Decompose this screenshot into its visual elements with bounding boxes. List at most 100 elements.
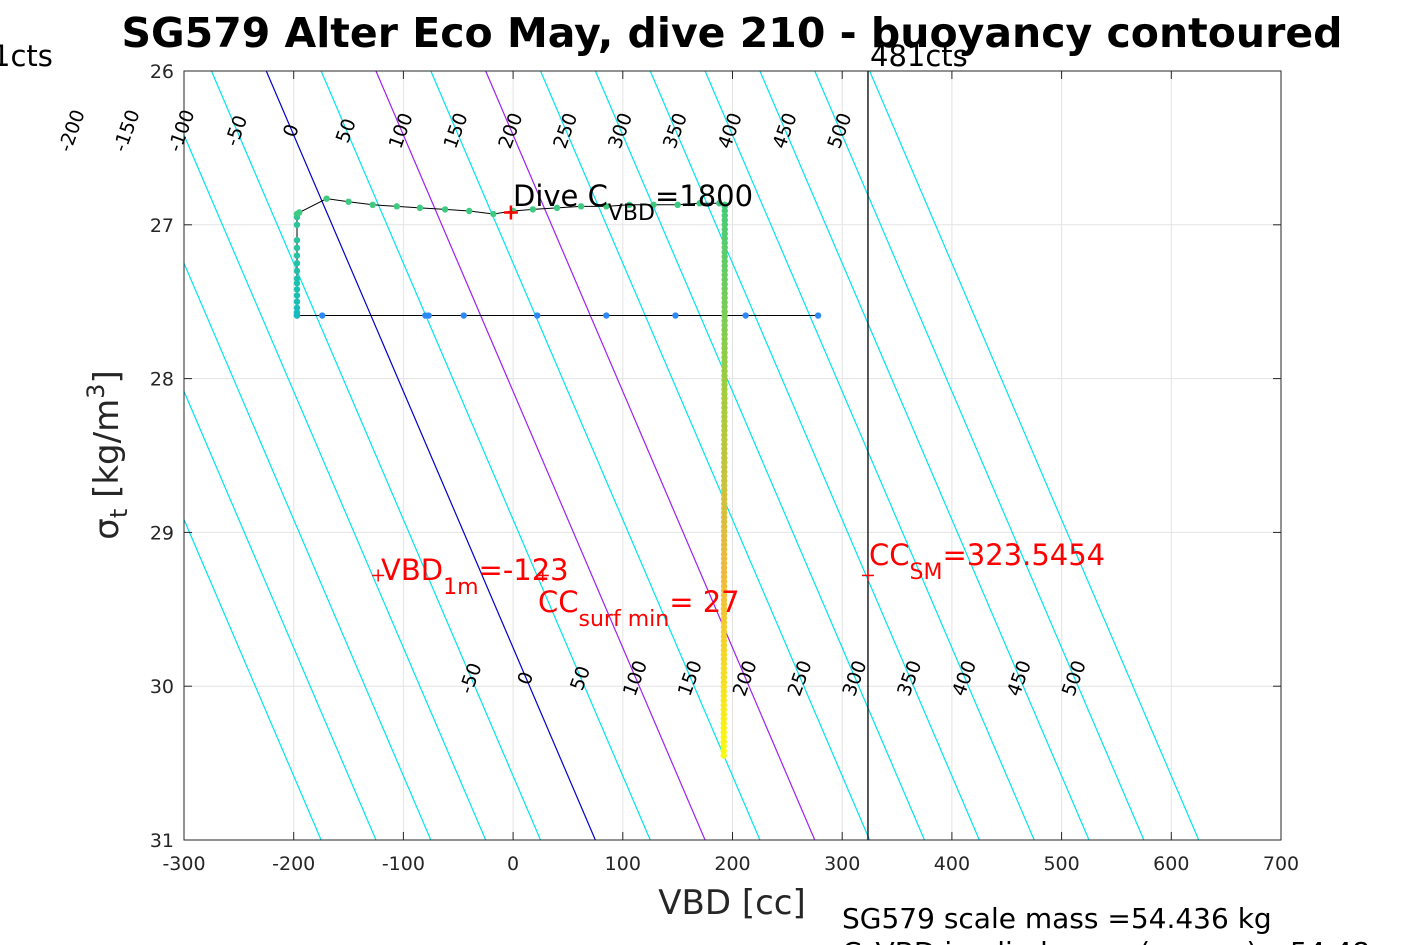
track-point — [720, 578, 728, 585]
cc-surf-min-label: CCsurf min= 27 — [538, 585, 740, 632]
dive-c-vbd-sub: VBD — [608, 201, 655, 226]
track-point — [720, 692, 728, 700]
plus-marker — [536, 569, 549, 582]
track-point — [293, 286, 301, 293]
track-point — [721, 322, 728, 329]
track-point — [720, 569, 728, 576]
track-point — [721, 358, 728, 366]
dive-c-vbd-main: Dive C — [513, 179, 608, 213]
track-point — [293, 236, 301, 244]
track-point — [721, 235, 728, 242]
track-point — [721, 280, 728, 288]
dive-track — [293, 195, 822, 759]
track-point — [720, 729, 727, 736]
track-point — [721, 473, 728, 480]
track-point — [674, 201, 681, 209]
track-point — [720, 537, 728, 544]
y-tick-label: 29 — [150, 522, 174, 544]
x-tick-label: -200 — [272, 853, 315, 875]
track-point — [721, 505, 728, 512]
track-point — [721, 271, 728, 279]
track-point — [720, 633, 728, 640]
track-point — [293, 267, 301, 275]
track-point — [721, 331, 728, 338]
cts-left-label: 1cts — [0, 39, 53, 73]
track-point — [721, 500, 728, 507]
track-point — [721, 276, 728, 283]
contour-line — [485, 71, 816, 840]
track-point — [720, 582, 728, 590]
track-point — [721, 244, 728, 251]
y-tick-label: 31 — [150, 830, 174, 852]
track-point — [721, 509, 728, 517]
track-point — [293, 275, 301, 282]
track-point — [577, 203, 585, 210]
annotation-markers — [372, 205, 874, 582]
contour-label: -150 — [109, 107, 144, 155]
contour-line — [265, 71, 596, 840]
track-point — [721, 491, 728, 498]
x-tick-label: 200 — [714, 853, 750, 875]
contour-line — [814, 71, 1145, 840]
x-tick-label: 600 — [1153, 853, 1189, 875]
track-point — [721, 258, 728, 265]
track-point — [295, 209, 303, 216]
track-point — [721, 248, 728, 256]
x-tick-label: 0 — [507, 853, 519, 875]
track-point — [721, 253, 728, 260]
implied-mass-note: C_VBD implied mass (approx) =54.48 — [842, 936, 1370, 945]
track-point — [720, 752, 727, 759]
contour-line — [184, 261, 432, 840]
track-point — [553, 204, 561, 212]
track-point — [721, 482, 728, 489]
contour-label: -200 — [54, 107, 89, 155]
plus-marker — [503, 205, 518, 220]
track-point — [721, 285, 728, 292]
vbd-1m-sub: 1m — [443, 575, 478, 600]
track-point — [721, 377, 728, 384]
track-point — [441, 206, 449, 213]
track-point — [742, 312, 749, 319]
track-point — [720, 656, 728, 663]
track-point — [721, 312, 728, 320]
track-point — [721, 262, 728, 270]
track-point — [626, 201, 633, 209]
vbd-1m-main: VBD — [381, 553, 443, 587]
contour-line — [430, 71, 761, 840]
x-axis-label: VBD [cc] — [658, 883, 806, 923]
contour-line — [184, 133, 487, 840]
track-point — [721, 431, 728, 439]
track-point — [721, 212, 729, 219]
cc-surf-min-tail: = 27 — [669, 585, 739, 619]
track-point — [721, 303, 728, 311]
track-point — [721, 230, 728, 237]
track-point — [721, 381, 728, 388]
track-point — [293, 260, 301, 267]
y-axis-label-sigma: σ — [87, 518, 127, 540]
track-point — [529, 206, 537, 213]
y-tick-label: 26 — [150, 61, 174, 83]
dive-c-vbd-tail: =1800 — [655, 179, 753, 213]
track-point — [720, 701, 728, 709]
contour-line — [759, 71, 1090, 840]
track-point — [721, 427, 728, 434]
track-point — [721, 290, 728, 297]
track-point — [460, 312, 467, 319]
track-point — [721, 486, 728, 494]
track-point — [345, 198, 352, 205]
track-point — [721, 349, 728, 356]
track-point — [720, 679, 728, 686]
track-point — [720, 715, 727, 723]
x-tick-label: 700 — [1263, 853, 1299, 875]
track-point — [720, 573, 728, 581]
track-point — [534, 312, 541, 319]
track-point — [720, 665, 728, 672]
track-point — [721, 367, 728, 375]
track-point — [721, 477, 728, 485]
y-axis-label-sub: t — [105, 509, 133, 518]
track-point — [720, 564, 728, 572]
track-point — [721, 409, 728, 416]
track-point — [721, 216, 728, 224]
y-tick-label: 27 — [150, 215, 174, 237]
